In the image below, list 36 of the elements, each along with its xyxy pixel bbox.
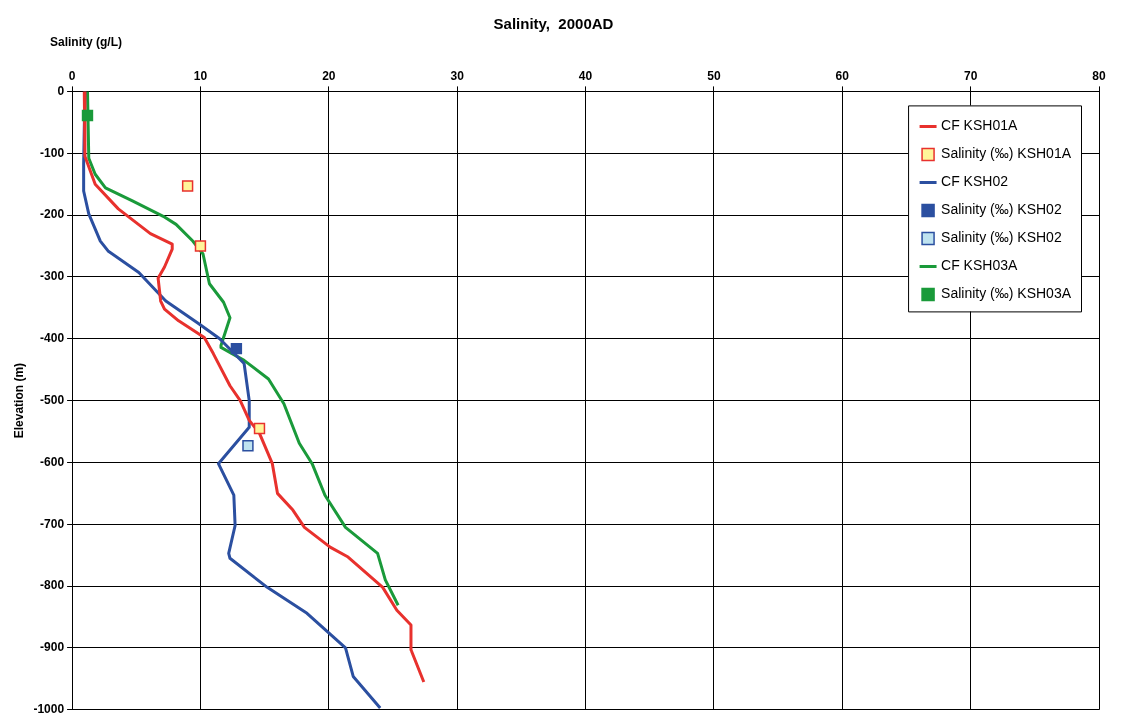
x-tick-label: 60 [835,68,850,83]
legend-label: Salinity (‰) KSH02 [941,229,1062,246]
x-tick-label: 40 [578,68,593,83]
point [230,342,243,355]
x-tick-label: 10 [193,68,208,83]
x-tick-label: 70 [963,68,978,83]
point [242,440,254,452]
y-tick-label: -200 [40,207,65,222]
y-tick-label: -500 [40,392,65,407]
legend-label: Salinity (‰) KSH01A [941,145,1072,162]
y-tick-label: 0 [57,83,65,98]
y-tick-label: -600 [40,454,65,469]
x-tick-label: 50 [707,68,721,83]
x-tick-label: 20 [322,68,336,83]
legend-label: Salinity (‰) KSH03A [941,285,1072,302]
y-tick-label: -100 [40,145,65,160]
y-tick-label: -900 [40,640,65,655]
x-tick-label: 0 [68,68,76,83]
legend-label: Salinity (‰) KSH02 [941,201,1062,218]
legend-label: CF KSH03A [941,257,1018,274]
point [194,240,207,252]
y-tick-label: -700 [40,516,65,531]
y-axis-title: Elevation (m) [11,362,26,439]
point [181,180,194,192]
legend-label: CF KSH01A [941,117,1018,134]
chart-title: Salinity, 2000AD [493,15,614,33]
x-axis-title: Salinity (g/L) [50,35,122,49]
y-tick-label: -1000 [33,702,65,717]
y-tick-label: -300 [40,269,65,284]
x-tick-label: 80 [1092,68,1106,83]
x-tick-label: 30 [450,68,465,83]
point [253,422,266,435]
legend-label: CF KSH02 [941,173,1009,190]
y-tick-label: -800 [40,578,65,593]
point [81,109,94,122]
y-tick-label: -400 [40,331,65,346]
